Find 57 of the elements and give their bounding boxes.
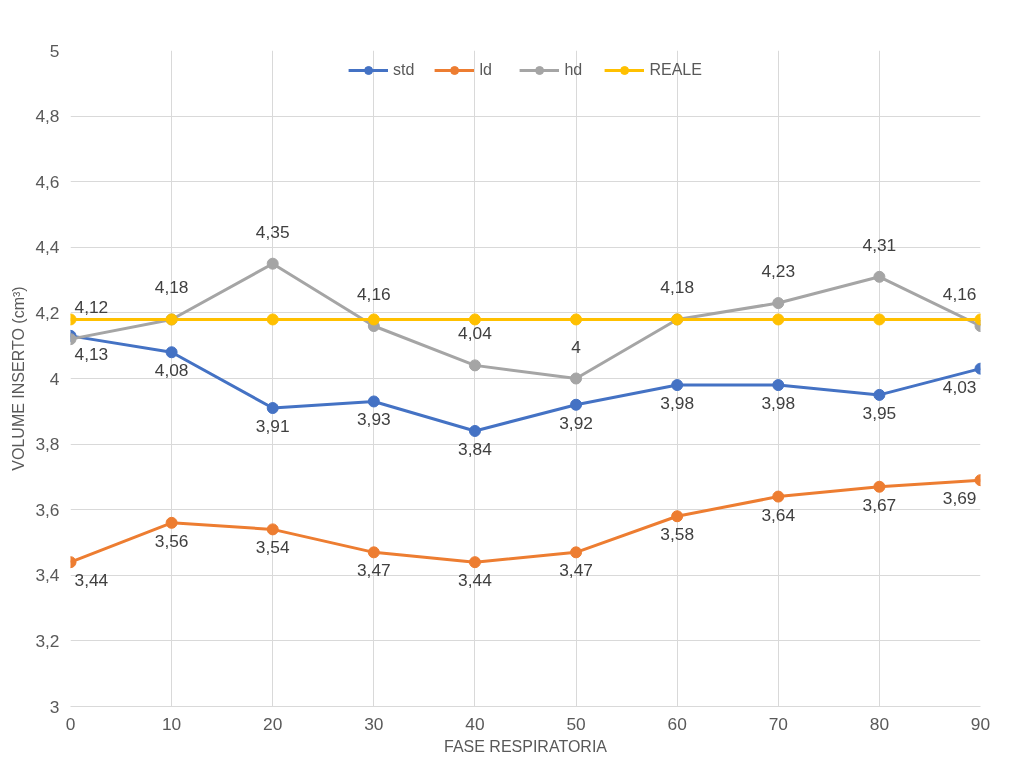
data-label: 4,12 (74, 297, 109, 318)
data-label: 3,91 (255, 416, 290, 437)
data-label: 4,04 (458, 323, 493, 344)
data-label: 3,44 (74, 570, 109, 591)
data-label: 3,69 (942, 488, 977, 509)
x-tick-label: 90 (970, 713, 991, 734)
x-tick-label: 20 (263, 713, 283, 734)
data-label: 3,93 (356, 409, 391, 430)
data-label: 3,67 (862, 494, 897, 515)
y-axis-title: VOLUME INSERTO (cm³) (10, 286, 28, 471)
data-label: 4,35 (255, 221, 290, 242)
data-label: 4,23 (761, 261, 796, 282)
data-label: 3,64 (761, 504, 796, 525)
data-label: 3,47 (559, 560, 593, 581)
data-label: 3,98 (761, 393, 796, 414)
data-label: 4,08 (154, 360, 189, 381)
x-tick-label: 0 (65, 713, 76, 734)
y-tick-label: 3,6 (35, 499, 60, 520)
x-tick-label: 50 (566, 713, 586, 734)
x-tick-label: 40 (465, 713, 485, 734)
data-label: 3,84 (458, 438, 493, 459)
y-tick-label: 4 (49, 368, 60, 389)
y-tick-label: 3,8 (35, 434, 60, 455)
data-label: 3,56 (154, 530, 189, 551)
y-tick-label: 5 (49, 40, 60, 61)
x-tick-label: 60 (667, 713, 687, 734)
data-label: 3,54 (255, 537, 290, 558)
data-label: 3,95 (862, 402, 897, 423)
x-tick-label: 30 (364, 713, 384, 734)
y-tick-label: 4,4 (35, 237, 60, 258)
y-tick-label: 3,4 (35, 565, 60, 586)
legend-label: hd (564, 61, 584, 79)
data-label: 4,16 (356, 284, 391, 305)
data-label: 4,18 (660, 277, 695, 298)
data-label: 3,98 (660, 393, 695, 414)
x-tick-label: 10 (161, 713, 182, 734)
legend-label: REALE (649, 61, 702, 79)
legend-label: std (393, 61, 415, 79)
x-axis-title: FASE RESPIRATORIA (444, 737, 608, 755)
data-label: 4,13 (74, 343, 109, 364)
data-label: 4,18 (154, 277, 189, 298)
data-label: 3,92 (559, 412, 593, 433)
legend-label: ld (479, 61, 493, 79)
data-label: 4,03 (942, 376, 977, 397)
y-tick-label: 4,2 (35, 302, 60, 323)
data-label: 3,47 (356, 560, 391, 581)
x-tick-label: 70 (768, 713, 788, 734)
data-label: 4,16 (942, 284, 977, 305)
data-label: 4 (571, 336, 582, 357)
x-tick-label: 80 (869, 713, 890, 734)
y-tick-label: 4,6 (35, 171, 60, 192)
data-label: 4,31 (862, 234, 897, 255)
y-tick-label: 3,2 (35, 630, 60, 651)
y-tick-label: 4,8 (35, 106, 60, 127)
data-label: 3,44 (458, 570, 493, 591)
y-tick-label: 3 (49, 696, 60, 717)
data-label: 3,58 (660, 524, 695, 545)
